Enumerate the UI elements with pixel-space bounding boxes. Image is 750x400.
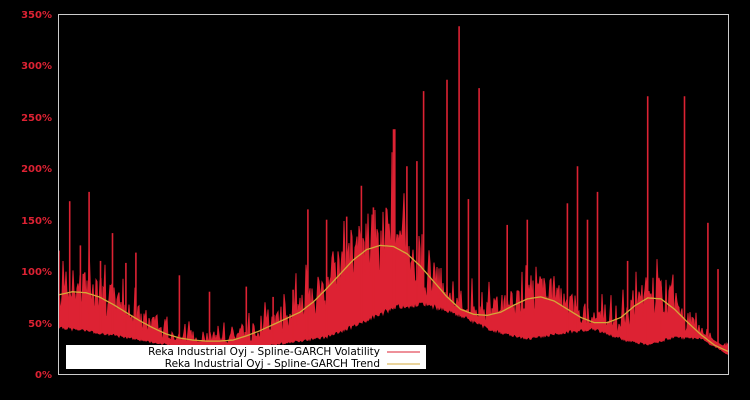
y-tick-label: 300% [21, 61, 52, 72]
y-tick-label: 200% [21, 164, 52, 175]
legend: Reka Industrial Oyj - Spline-GARCH Volat… [66, 345, 426, 370]
legend-box [66, 345, 426, 369]
trend-series [58, 244, 729, 352]
y-tick-label: 0% [35, 370, 52, 381]
y-axis: 0% 50% 100% 150% 200% 250% 300% 350% [21, 10, 52, 381]
y-tick-label: 250% [21, 113, 52, 124]
y-tick-label: 50% [28, 319, 52, 330]
plot-frame [58, 14, 729, 375]
legend-label-trend: Reka Industrial Oyj - Spline-GARCH Trend [165, 358, 380, 370]
y-tick-label: 100% [21, 267, 52, 278]
volatility-spikes [58, 26, 719, 348]
plot-area [58, 26, 729, 356]
legend-label-volatility: Reka Industrial Oyj - Spline-GARCH Volat… [148, 346, 380, 358]
y-tick-label: 350% [21, 10, 52, 21]
y-tick-label: 150% [21, 216, 52, 227]
